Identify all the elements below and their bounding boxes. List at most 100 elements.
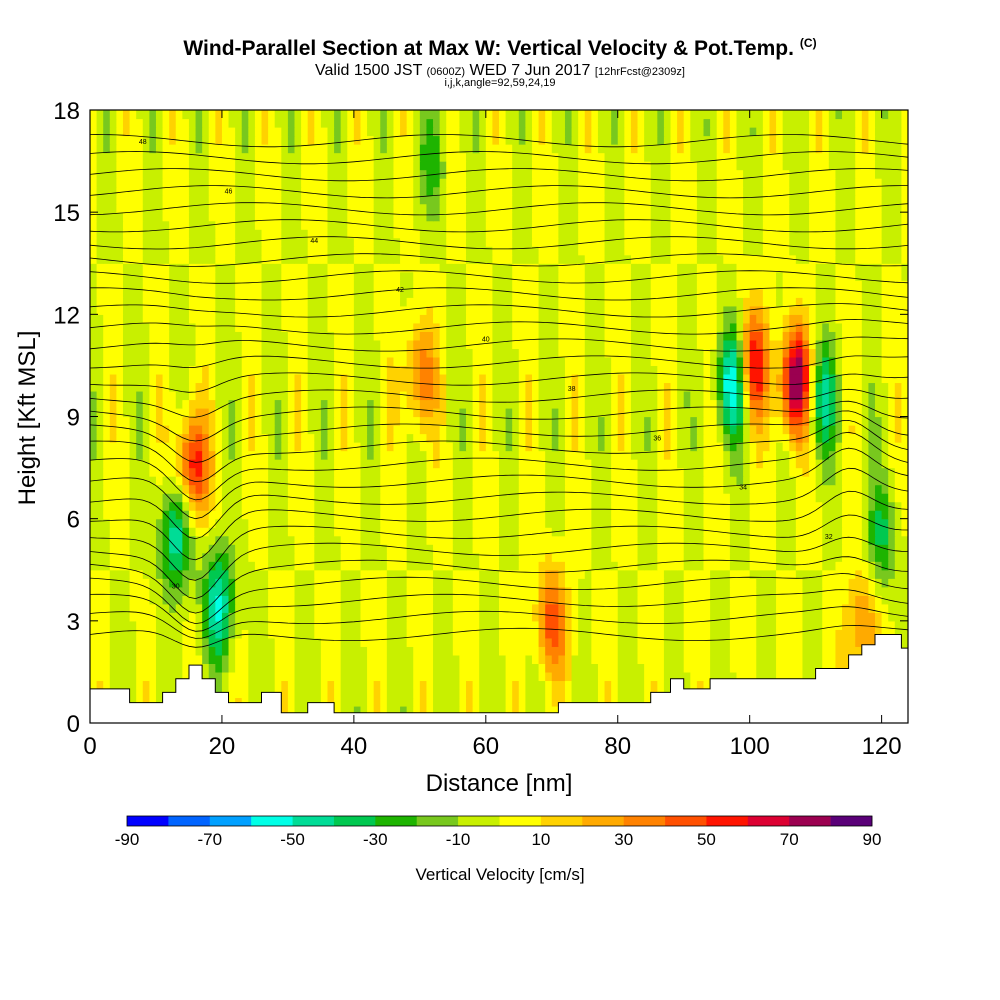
velocity-cell xyxy=(413,416,421,426)
chart-subtitle: Valid 1500 JST (0600Z) WED 7 Jun 2017 [1… xyxy=(0,62,1000,80)
velocity-cell xyxy=(393,544,401,554)
velocity-cell xyxy=(155,544,164,554)
velocity-cell xyxy=(611,407,619,418)
velocity-cell xyxy=(558,561,566,571)
velocity-cell xyxy=(875,442,883,452)
velocity-cell xyxy=(314,493,322,503)
velocity-cell xyxy=(327,382,335,392)
velocity-cell xyxy=(380,390,388,401)
velocity-cell xyxy=(122,382,131,392)
velocity-cell xyxy=(320,527,329,537)
velocity-cell xyxy=(723,552,731,562)
velocity-cell xyxy=(109,629,117,639)
velocity-cell xyxy=(353,637,362,647)
velocity-cell xyxy=(855,425,863,435)
velocity-cell xyxy=(703,527,711,537)
velocity-cell xyxy=(776,578,784,588)
velocity-cell xyxy=(538,493,546,503)
velocity-cell xyxy=(815,416,823,426)
velocity-cell xyxy=(380,637,388,647)
velocity-cell xyxy=(749,637,757,647)
velocity-cell xyxy=(116,459,124,469)
velocity-cell xyxy=(584,416,592,426)
velocity-cell xyxy=(142,561,150,571)
velocity-cell xyxy=(683,476,691,486)
velocity-cell xyxy=(855,416,863,426)
velocity-cell xyxy=(281,680,289,690)
velocity-cell xyxy=(644,459,652,469)
velocity-cell xyxy=(307,697,315,707)
velocity-cell xyxy=(663,654,672,664)
velocity-cell xyxy=(228,425,236,435)
velocity-cell xyxy=(287,620,296,630)
velocity-cell xyxy=(492,578,500,588)
velocity-cell xyxy=(564,663,573,673)
velocity-cell xyxy=(386,501,395,511)
velocity-cell xyxy=(769,527,777,537)
velocity-cell xyxy=(822,620,830,630)
velocity-cell xyxy=(710,459,718,469)
velocity-cell xyxy=(307,578,315,588)
velocity-cell xyxy=(320,433,329,443)
velocity-cell xyxy=(155,663,164,673)
velocity-cell xyxy=(340,390,348,401)
velocity-cell xyxy=(433,390,441,401)
velocity-cell xyxy=(367,552,375,562)
velocity-cell xyxy=(716,425,724,435)
velocity-cell xyxy=(235,595,243,605)
velocity-cell xyxy=(769,425,777,435)
velocity-cell xyxy=(901,459,908,469)
velocity-cell xyxy=(584,433,592,443)
velocity-cell xyxy=(208,535,216,545)
velocity-cell xyxy=(485,569,494,579)
velocity-cell xyxy=(301,680,309,690)
velocity-cell xyxy=(729,399,738,409)
velocity-cell xyxy=(782,501,790,511)
velocity-cell xyxy=(776,527,784,537)
velocity-cell xyxy=(505,518,513,528)
velocity-cell xyxy=(466,382,474,392)
velocity-cell xyxy=(525,382,533,392)
velocity-cell xyxy=(545,663,553,673)
velocity-cell xyxy=(802,595,810,605)
velocity-cell xyxy=(888,476,896,486)
velocity-cell xyxy=(294,407,302,418)
velocity-cell xyxy=(155,390,164,401)
velocity-cell xyxy=(274,484,282,494)
velocity-cell xyxy=(235,688,243,699)
velocity-cell xyxy=(683,407,691,418)
velocity-cell xyxy=(888,595,896,605)
velocity-cell xyxy=(525,552,533,562)
velocity-cell xyxy=(353,654,362,664)
velocity-cell xyxy=(822,433,830,443)
velocity-cell xyxy=(644,425,652,435)
velocity-cell xyxy=(604,493,612,503)
velocity-cell xyxy=(888,390,896,401)
velocity-cell xyxy=(452,484,461,494)
velocity-cell xyxy=(301,390,309,401)
velocity-cell xyxy=(683,467,691,477)
velocity-cell xyxy=(426,425,434,435)
velocity-cell xyxy=(294,680,302,690)
velocity-cell xyxy=(307,407,315,418)
velocity-cell xyxy=(835,433,843,443)
velocity-cell xyxy=(551,399,559,409)
velocity-cell xyxy=(716,450,724,460)
velocity-cell xyxy=(327,493,335,503)
velocity-cell xyxy=(848,578,856,588)
velocity-cell xyxy=(301,493,309,503)
velocity-cell xyxy=(413,510,421,520)
velocity-cell xyxy=(215,603,223,613)
velocity-cell xyxy=(307,612,315,622)
velocity-cell xyxy=(597,433,606,443)
velocity-cell xyxy=(419,527,428,537)
velocity-cell xyxy=(670,493,678,503)
velocity-cell xyxy=(433,501,441,511)
velocity-cell xyxy=(274,527,282,537)
velocity-cell xyxy=(103,467,111,477)
velocity-cell xyxy=(657,629,665,639)
velocity-cell xyxy=(723,407,731,418)
velocity-cell xyxy=(380,518,388,528)
velocity-cell xyxy=(103,518,111,528)
velocity-cell xyxy=(518,407,526,418)
